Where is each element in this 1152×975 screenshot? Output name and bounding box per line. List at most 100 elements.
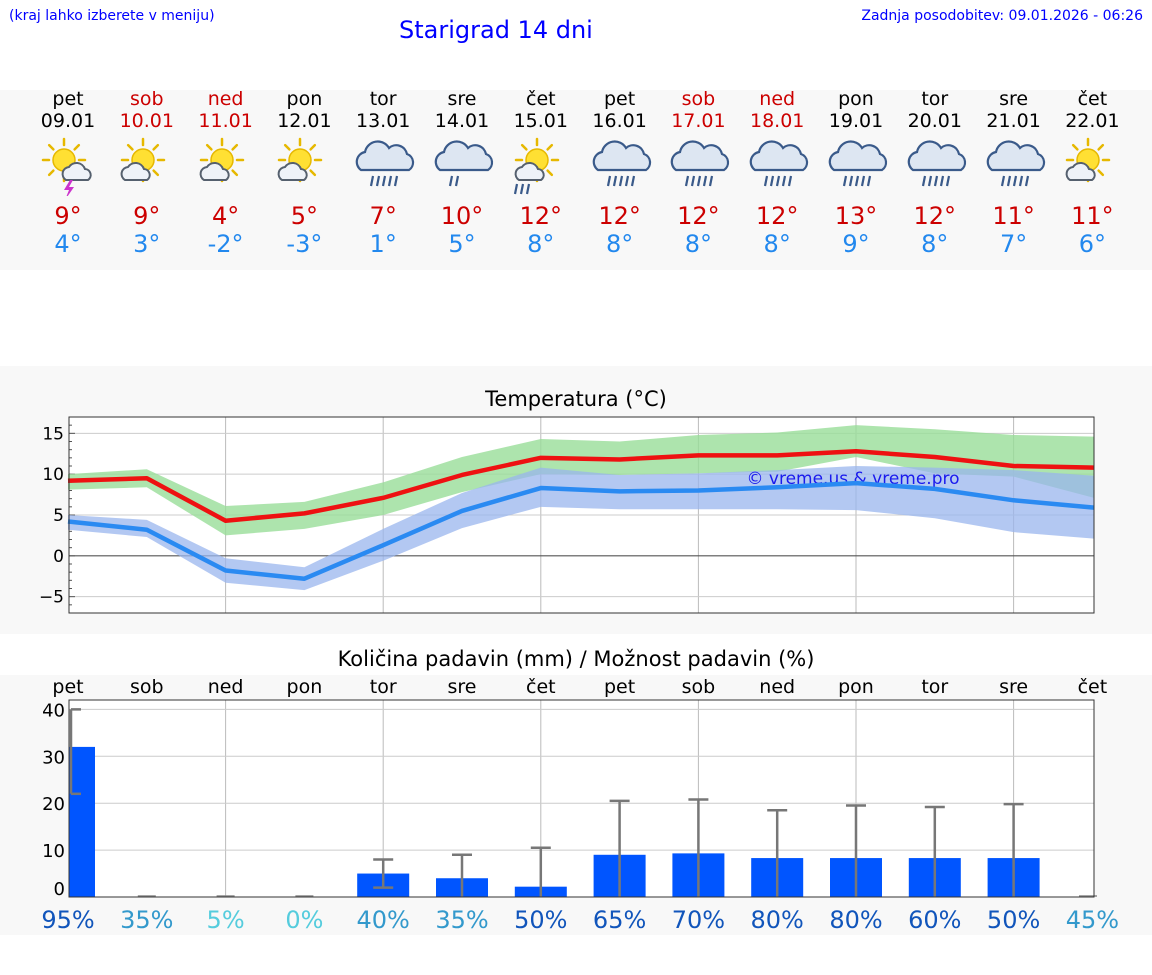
y-tick-label: −5	[39, 588, 64, 608]
sun-cloud-thunder-icon	[28, 136, 108, 200]
category-label: pet	[604, 676, 635, 698]
precip-probability: 5%	[207, 906, 245, 934]
category-label: sre	[999, 676, 1028, 698]
max-temp: 9°	[54, 202, 82, 230]
category-label: pon	[287, 676, 323, 698]
day-name: sob	[681, 88, 716, 110]
y-tick-label: 5	[53, 506, 64, 526]
day-name: tor	[921, 88, 949, 110]
min-temp: 6°	[1078, 230, 1107, 258]
sun-cloud-icon	[1052, 136, 1132, 196]
sun-cloud-rain-icon	[501, 136, 581, 196]
precip-probability: 50%	[514, 906, 567, 934]
cloud-rain-icon	[974, 136, 1054, 196]
cloud-light-rain-icon	[422, 136, 502, 196]
day-name: pet	[603, 88, 636, 110]
max-temp: 12°	[519, 202, 563, 230]
cloud-rain-icon	[895, 136, 975, 196]
day-date: 14.01	[434, 110, 490, 132]
day-column: tor 20.01 12° 8°	[895, 88, 975, 258]
day-name: tor	[369, 88, 397, 110]
day-column: pon 19.01 13° 9°	[816, 88, 896, 258]
precip-probability: 35%	[435, 906, 488, 934]
max-temp: 12°	[755, 202, 799, 230]
day-date: 09.01	[40, 110, 96, 132]
max-temp: 5°	[290, 202, 319, 230]
day-name: pet	[52, 88, 84, 110]
temp-chart-title: Temperatura (°C)	[485, 387, 667, 411]
max-temp: 12°	[913, 202, 957, 230]
day-name: sre	[999, 88, 1029, 110]
cloud-rain-icon	[658, 136, 738, 196]
min-temp: -3°	[286, 230, 323, 258]
precip-probability: 70%	[672, 906, 725, 934]
category-label: pon	[838, 676, 874, 698]
day-column: čet 15.01 12° 8°	[501, 88, 581, 258]
precip-probability: 45%	[1066, 906, 1119, 934]
max-temp: 11°	[1071, 202, 1114, 230]
cloud-rain-icon	[816, 136, 896, 196]
day-name: pon	[286, 88, 323, 110]
category-label: ned	[208, 676, 244, 698]
day-date: 12.01	[277, 110, 332, 132]
category-label: pet	[52, 676, 83, 698]
day-column: sre 21.01 11° 7°	[974, 88, 1054, 258]
sun-cloud-icon	[264, 136, 344, 196]
min-temp: 8°	[763, 230, 791, 258]
y-tick-label: 40	[42, 700, 65, 721]
cloud-rain-icon	[580, 136, 660, 196]
day-column: sre 14.01 10° 5°	[422, 88, 502, 258]
day-name: čet	[526, 88, 556, 110]
forecast-band	[0, 90, 1152, 270]
precip-probability: 80%	[829, 906, 882, 934]
precip-probability: 60%	[908, 906, 961, 934]
max-temp: 10°	[440, 202, 484, 230]
category-label: ned	[759, 676, 795, 698]
day-column: sob 17.01 12° 8°	[658, 88, 738, 258]
day-date: 20.01	[907, 110, 962, 132]
category-label: sob	[130, 676, 164, 698]
day-column: pet 16.01 12° 8°	[580, 88, 660, 258]
day-column: tor 13.01 7° 1°	[343, 88, 423, 258]
last-update: Zadnja posodobitev: 09.01.2026 - 06:26	[861, 8, 1143, 24]
day-date: 18.01	[749, 110, 805, 132]
day-column: ned 18.01 12° 8°	[737, 88, 817, 258]
min-temp: 9°	[842, 230, 870, 258]
min-temp: 7°	[999, 230, 1028, 258]
max-temp: 9°	[133, 202, 161, 230]
sun-cloud-icon	[107, 136, 187, 196]
max-temp: 4°	[211, 202, 240, 230]
y-tick-label: 15	[42, 424, 64, 444]
min-temp: 1°	[369, 230, 397, 258]
max-temp: 7°	[369, 202, 397, 230]
precipitation-chart: pet sob ned pon tor sre čet pet sob ned pon tor sre č…	[41, 676, 1119, 934]
day-column: pon 12.01 5° -3°	[264, 88, 344, 258]
day-date: 21.01	[986, 110, 1041, 132]
precip-probability: 65%	[593, 906, 646, 934]
daily-forecast: pet 09.01 9° 4° sob 10.01 9° 3° ned 11.01 4° -2° pon…	[0, 88, 1152, 268]
day-date: 16.01	[592, 110, 647, 132]
plot-frame	[68, 699, 1095, 898]
min-temp: 8°	[684, 230, 713, 258]
day-column: sob 10.01 9° 3°	[107, 88, 187, 258]
day-name: čet	[1077, 88, 1108, 110]
page-title: Starigrad 14 dni	[399, 16, 593, 44]
y-tick-label: 10	[42, 465, 64, 485]
max-temp: 13°	[834, 202, 878, 230]
category-label: tor	[921, 676, 948, 698]
precip-probability: 0%	[285, 906, 323, 934]
day-column: ned 11.01 4° -2°	[186, 88, 266, 258]
min-temp: 8°	[605, 230, 634, 258]
min-temp: 8°	[527, 230, 555, 258]
y-tick-label: 10	[42, 841, 65, 862]
sun-cloud-icon	[186, 136, 266, 196]
max-temp: 12°	[598, 202, 641, 230]
day-name: sob	[130, 88, 164, 110]
day-name: sre	[447, 88, 477, 110]
y-tick-label: 20	[42, 794, 65, 815]
day-date: 10.01	[119, 110, 174, 132]
y-tick-label: 0	[54, 879, 65, 900]
min-temp: 5°	[448, 230, 476, 258]
day-date: 11.01	[198, 110, 253, 132]
